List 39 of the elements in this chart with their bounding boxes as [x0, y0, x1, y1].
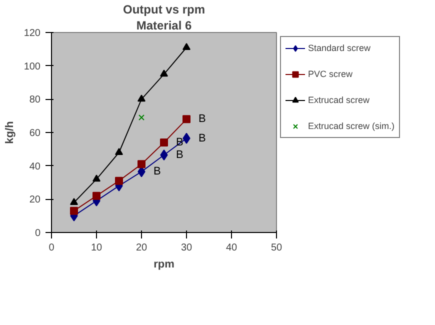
legend-label: Standard screw [308, 43, 371, 53]
point [138, 94, 146, 102]
x-tick-label: 30 [180, 242, 192, 254]
y-axis-title: kg/h [4, 120, 16, 144]
y-tick-label: 120 [24, 28, 41, 39]
point [115, 148, 123, 156]
y-tick-label: 40 [29, 161, 41, 172]
legend-label: Extrucad screw [308, 95, 370, 105]
point [138, 114, 144, 120]
x-tick-label: 40 [226, 242, 238, 254]
point [70, 198, 78, 206]
legend-label: PVC screw [308, 69, 353, 79]
x-axis-title: rpm [154, 258, 175, 270]
point [92, 174, 100, 182]
chart-title: Output vs rpm [123, 2, 206, 16]
y-tick-label: 80 [29, 94, 41, 106]
chart-subtitle: Material 6 [136, 18, 192, 32]
point [182, 42, 190, 50]
annotation: B [154, 166, 161, 178]
annotation: B [176, 149, 184, 161]
x-tick-label: 20 [136, 242, 148, 254]
point [182, 115, 190, 124]
x-tick-label: 10 [90, 242, 102, 254]
y-tick-label: 60 [29, 128, 41, 139]
point [138, 160, 146, 168]
point [160, 70, 168, 77]
y-tick-label: 0 [34, 228, 41, 239]
point [160, 150, 168, 160]
x-tick-label: 50 [270, 242, 282, 254]
point [70, 206, 78, 215]
annotation: B [198, 132, 206, 144]
annotation: B [198, 113, 206, 126]
y-tick-label: 20 [29, 194, 41, 206]
point [92, 192, 100, 200]
point [115, 176, 123, 185]
point [160, 138, 168, 146]
legend-label: Extrucad screw (sim.) [308, 121, 395, 131]
x-tick-label: 0 [48, 242, 55, 254]
y-tick-label: 100 [24, 61, 41, 72]
